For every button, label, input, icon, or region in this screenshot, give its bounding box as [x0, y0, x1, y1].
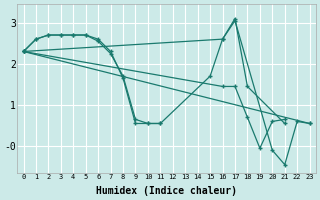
X-axis label: Humidex (Indice chaleur): Humidex (Indice chaleur): [96, 186, 237, 196]
